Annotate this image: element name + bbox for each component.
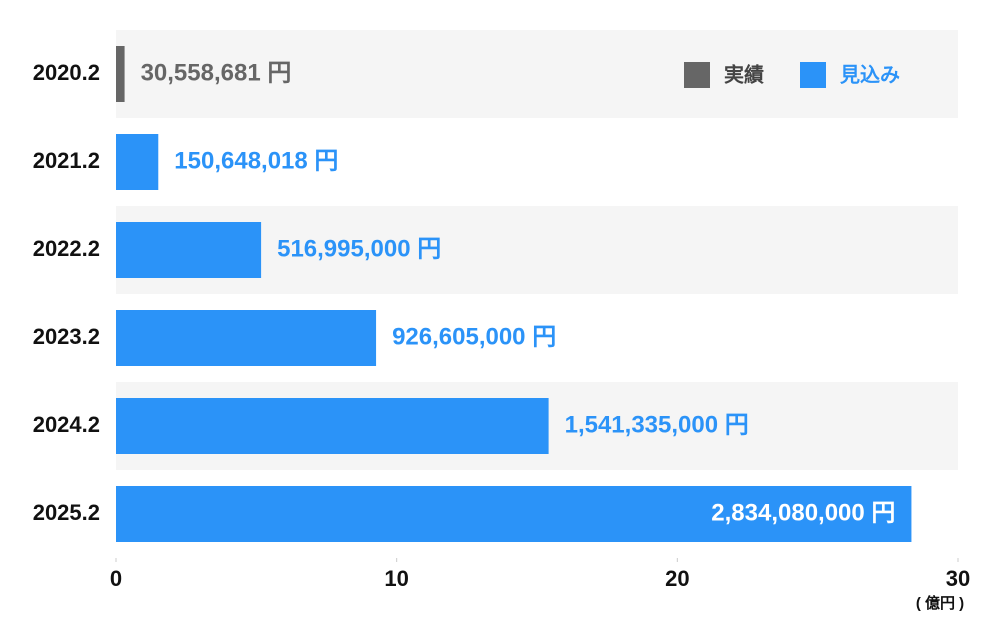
y-tick-label: 2023.2 xyxy=(33,324,100,349)
value-label: 2,834,080,000 円 xyxy=(711,499,895,526)
value-label: 30,558,681 円 xyxy=(141,59,292,86)
bar xyxy=(116,134,159,190)
y-tick-label: 2020.2 xyxy=(33,60,100,85)
bar xyxy=(116,486,912,542)
value-label: 150,648,018 円 xyxy=(174,147,338,174)
legend-swatch xyxy=(800,62,826,88)
x-tick-label: 0 xyxy=(110,566,122,591)
value-label: 516,995,000 円 xyxy=(277,235,441,262)
x-axis-label: ( 億円 ) xyxy=(916,594,964,612)
value-label: 1,541,335,000 円 xyxy=(565,411,749,438)
x-tick-label: 10 xyxy=(384,566,408,591)
row-background xyxy=(116,118,958,206)
y-tick-label: 2025.2 xyxy=(33,500,100,525)
bar xyxy=(116,398,549,454)
bar xyxy=(116,46,125,102)
y-tick-label: 2024.2 xyxy=(33,412,100,437)
bar xyxy=(116,310,377,366)
legend-swatch xyxy=(684,62,710,88)
bar xyxy=(116,222,262,278)
legend-label: 実績 xyxy=(724,62,764,86)
y-tick-label: 2022.2 xyxy=(33,236,100,261)
x-tick-label: 30 xyxy=(946,566,970,591)
y-tick-label: 2021.2 xyxy=(33,148,100,173)
x-tick-label: 20 xyxy=(665,566,689,591)
legend-label: 見込み xyxy=(840,63,900,86)
value-label: 926,605,000 円 xyxy=(392,323,556,350)
